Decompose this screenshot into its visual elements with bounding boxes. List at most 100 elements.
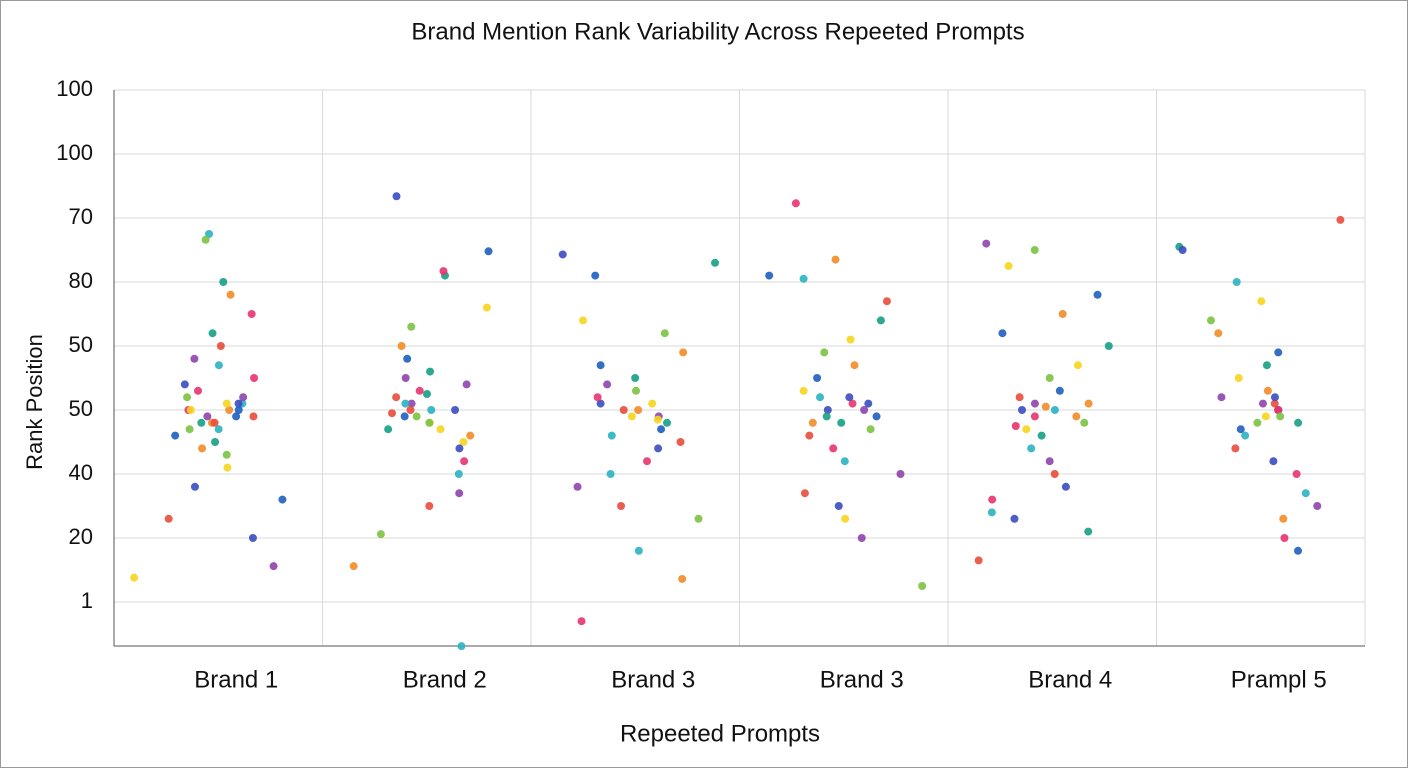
- data-point: [455, 444, 464, 453]
- data-point: [250, 374, 259, 382]
- data-point: [1236, 425, 1245, 434]
- x-tick-label: Prampl 5: [1231, 666, 1327, 693]
- data-point: [558, 250, 567, 259]
- data-point: [876, 316, 885, 325]
- data-point: [1104, 342, 1113, 350]
- data-point: [617, 502, 626, 510]
- data-point: [634, 406, 643, 414]
- data-point: [201, 235, 210, 244]
- data-point: [1022, 425, 1031, 434]
- data-point: [1263, 386, 1272, 395]
- data-point: [203, 412, 212, 421]
- data-point: [439, 267, 448, 276]
- data-point: [1276, 412, 1285, 421]
- data-point: [454, 470, 463, 478]
- x-tick-label: Brand 1: [194, 666, 278, 693]
- x-tick-label: Brand 3: [611, 666, 695, 693]
- data-point: [1262, 361, 1271, 370]
- data-point: [422, 390, 431, 398]
- data-point: [579, 316, 588, 325]
- data-point: [407, 322, 416, 331]
- data-point: [392, 192, 401, 201]
- data-point: [1061, 482, 1070, 491]
- data-point: [627, 412, 636, 421]
- data-point: [1084, 527, 1093, 536]
- data-point: [190, 482, 199, 491]
- y-tick-label: 40: [69, 460, 93, 485]
- data-point: [401, 374, 410, 382]
- data-point: [214, 361, 223, 370]
- data-point: [657, 425, 666, 434]
- data-point: [392, 393, 401, 402]
- data-point: [406, 406, 415, 414]
- data-point: [1301, 489, 1310, 498]
- data-point: [198, 444, 207, 453]
- data-point: [982, 239, 991, 248]
- data-point: [1231, 444, 1240, 453]
- data-point: [249, 412, 258, 421]
- data-point: [183, 393, 192, 402]
- data-point: [234, 399, 243, 408]
- data-point: [808, 418, 817, 427]
- data-point: [591, 271, 600, 280]
- data-point: [974, 556, 983, 565]
- data-point: [1010, 514, 1019, 523]
- data-point: [1241, 431, 1250, 440]
- data-point: [180, 380, 189, 389]
- data-point: [412, 412, 421, 421]
- data-point: [1050, 406, 1059, 414]
- data-point: [1041, 402, 1050, 411]
- data-point: [896, 470, 905, 478]
- data-point: [857, 534, 866, 542]
- data-point: [484, 247, 493, 256]
- data-point: [415, 386, 424, 395]
- data-point: [482, 303, 491, 312]
- data-point: [1037, 431, 1046, 440]
- data-point: [1072, 412, 1081, 421]
- data-point: [918, 582, 927, 590]
- data-point: [822, 412, 831, 421]
- data-point: [765, 271, 774, 280]
- data-point: [205, 230, 214, 238]
- data-point: [403, 354, 412, 363]
- data-point: [436, 425, 445, 434]
- data-point: [210, 418, 219, 427]
- data-point: [799, 274, 808, 283]
- data-point: [219, 278, 228, 286]
- data-point: [679, 348, 688, 357]
- x-tick-label: Brand 3: [820, 666, 904, 693]
- data-point: [823, 406, 832, 414]
- data-point: [1217, 393, 1226, 402]
- data-point: [1045, 457, 1054, 466]
- data-point: [1274, 348, 1283, 357]
- data-point: [1294, 546, 1303, 555]
- data-point: [130, 573, 139, 582]
- data-point: [425, 418, 434, 427]
- data-point: [1073, 361, 1082, 370]
- data-point: [1045, 374, 1054, 382]
- data-point: [466, 431, 475, 440]
- chart-title: Brand Mention Rank Variability Across Re…: [411, 18, 1024, 45]
- data-point: [407, 399, 416, 408]
- data-point: [194, 386, 203, 395]
- data-point: [660, 329, 669, 338]
- y-tick-label: 50: [69, 396, 93, 421]
- data-point: [1206, 316, 1215, 325]
- data-point: [653, 415, 662, 424]
- data-point: [791, 199, 800, 208]
- data-point: [226, 290, 235, 299]
- data-point: [1261, 412, 1270, 421]
- data-point: [663, 418, 672, 427]
- data-point: [837, 418, 846, 427]
- data-point: [845, 393, 854, 402]
- data-point: [864, 399, 873, 408]
- data-point: [462, 380, 471, 389]
- data-point: [1015, 393, 1024, 402]
- y-tick-label: 100: [56, 76, 93, 101]
- data-point: [1313, 502, 1322, 510]
- data-point: [816, 393, 825, 402]
- data-point: [850, 361, 859, 370]
- data-point: [186, 406, 195, 414]
- data-point: [1270, 393, 1279, 402]
